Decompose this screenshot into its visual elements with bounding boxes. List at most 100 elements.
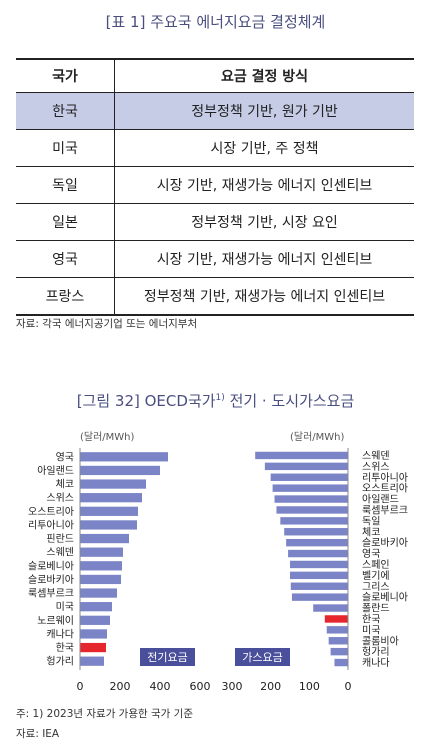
method-cell: 정부정책 기반, 원가 기반: [114, 92, 414, 130]
header-country: 국가: [16, 58, 115, 93]
table-header-row: 국가 요금 결정 방식: [16, 58, 414, 93]
gas-unit-label: (달러/MWh): [290, 431, 345, 443]
gas-bar: [280, 517, 348, 525]
gas-category-label: 한국: [362, 613, 380, 625]
gas-bar: [255, 451, 348, 460]
gas-bar: [274, 495, 348, 503]
country-cell: 영국: [16, 240, 115, 278]
method-cell: 정부정책 기반, 시장 요인: [114, 203, 414, 241]
elec-unit-label: (달러/MWh): [80, 431, 135, 443]
header-method: 요금 결정 방식: [114, 58, 414, 93]
energy-pricing-table: 국가 요금 결정 방식 한국 정부정책 기반, 원가 기반 미국 시장 기반, …: [16, 58, 414, 316]
gas-bar: [291, 593, 348, 601]
elec-bar: [80, 656, 104, 666]
elec-bar: [80, 574, 121, 585]
figure-note: 주: 1) 2023년 자료가 가용한 국가 기준: [16, 708, 193, 720]
elec-category-label: 핀란드: [46, 533, 74, 545]
gas-category-label: 리투아니아: [362, 472, 408, 484]
gas-bar: [313, 604, 348, 612]
elec-bar: [80, 465, 160, 476]
gas-category-label: 벨기에: [362, 570, 390, 582]
gas-category-label: 아일랜드: [362, 494, 399, 506]
method-cell: 시장 기반, 재생가능 에너지 인센티브: [114, 166, 414, 204]
gas-category-label: 헝가리: [362, 646, 390, 658]
elec-bar: [80, 629, 107, 639]
elec-category-label: 체코: [56, 479, 74, 491]
elec-category-label: 한국: [56, 642, 74, 654]
elec-legend-label: 전기요금: [147, 651, 187, 664]
gas-bar: [328, 637, 348, 645]
gas-bar: [288, 549, 348, 558]
table-row: 일본 정부정책 기반, 시장 요인: [16, 203, 414, 241]
gas-bar: [334, 658, 348, 667]
elec-tick-label: 400: [150, 680, 171, 693]
country-cell: 미국: [16, 129, 115, 167]
gas-bar: [264, 462, 348, 471]
gas-tick-label: 200: [260, 680, 281, 693]
table-row: 프랑스 정부정책 기반, 재생가능 에너지 인센티브: [16, 277, 414, 316]
gas-tick-label: 300: [222, 680, 243, 693]
elec-bar: [80, 533, 129, 544]
gas-category-label: 슬로바키아: [362, 537, 408, 549]
country-cell: 프랑스: [16, 277, 115, 316]
gas-category-label: 독일: [362, 515, 380, 527]
elec-bar: [80, 452, 168, 462]
gas-tick-label: 100: [299, 680, 320, 693]
gas-legend-label: 가스요금: [242, 651, 282, 664]
elec-category-label: 룩셈부르크: [28, 588, 74, 600]
elec-category-label: 오스트리아: [28, 506, 74, 518]
gas-category-label: 오스트리아: [362, 483, 408, 495]
elec-category-label: 아일랜드: [37, 465, 74, 477]
elec-category-label: 리투아니아: [28, 519, 74, 531]
gas-category-label: 폴란드: [362, 603, 390, 615]
elec-tick-label: 200: [110, 680, 131, 693]
table-row: 한국 정부정책 기반, 원가 기반: [16, 92, 414, 130]
gas-bar: [290, 582, 348, 590]
gas-bar: [272, 484, 348, 492]
gas-bar: [286, 538, 348, 547]
method-cell: 시장 기반, 재생가능 에너지 인센티브: [114, 240, 414, 278]
gas-bar: [284, 528, 348, 536]
gas-bar: [270, 473, 348, 481]
gas-legend-box: [235, 648, 290, 666]
gas-category-label: 미국: [362, 624, 380, 636]
elec-legend-box: [140, 648, 195, 666]
gas-tick-label: 0: [345, 680, 352, 693]
method-cell: 시장 기반, 주 정책: [114, 129, 414, 167]
gas-bar: [326, 626, 348, 634]
elec-bar: [80, 588, 117, 598]
gas-category-label: 스페인: [362, 559, 390, 571]
elec-category-label: 미국: [56, 601, 74, 613]
gas-bar: [290, 560, 348, 569]
country-cell: 한국: [16, 92, 115, 130]
gas-category-label: 슬로베니아: [362, 592, 408, 604]
table-title: [표 1] 주요국 에너지요금 결정체계: [105, 13, 326, 31]
elec-bar: [80, 547, 123, 557]
elec-category-label: 슬로바키아: [28, 574, 74, 586]
elec-category-label: 영국: [56, 451, 74, 463]
gas-bar: [276, 506, 348, 514]
elec-bar: [80, 506, 138, 516]
gas-category-label: 스위스: [362, 460, 390, 473]
elec-category-label: 헝가리: [46, 656, 74, 668]
elec-bar: [80, 493, 142, 503]
elec-category-label: 캐나다: [46, 628, 74, 640]
figure-title: [그림 32] OECD국가1) 전기 · 도시가스요금: [76, 392, 355, 410]
table-row: 미국 시장 기반, 주 정책: [16, 129, 414, 167]
gas-bar: [290, 571, 348, 580]
elec-tick-label: 0: [77, 680, 84, 693]
elec-category-label: 노르웨이: [37, 615, 74, 627]
country-cell: 일본: [16, 203, 115, 241]
gas-category-label: 영국: [362, 548, 380, 560]
table-row: 영국 시장 기반, 재생가능 에너지 인센티브: [16, 240, 414, 278]
gas-category-label: 체코: [362, 526, 380, 538]
gas-category-label: 캐나다: [362, 657, 390, 669]
table-row: 독일 시장 기반, 재생가능 에너지 인센티브: [16, 166, 414, 204]
gas-bar: [330, 647, 348, 656]
gas-category-label: 스웨덴: [362, 450, 390, 462]
elec-bar: [80, 602, 112, 612]
table-source: 자료: 각국 에너지공기업 또는 에너지부처: [16, 318, 198, 330]
elec-bar: [80, 520, 137, 530]
elec-category-label: 스웨덴: [46, 547, 74, 559]
